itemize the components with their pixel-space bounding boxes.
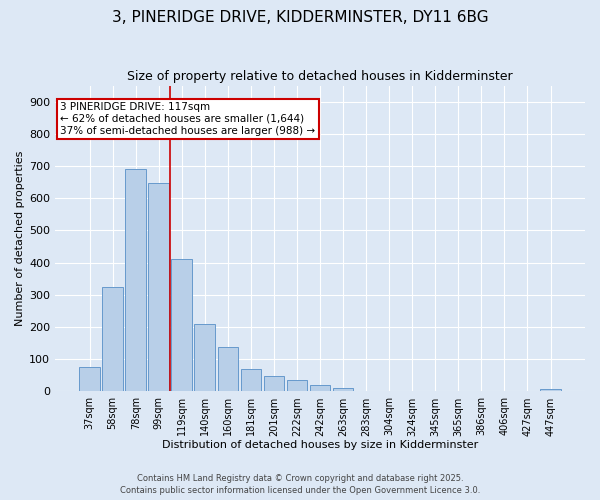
Text: 3 PINERIDGE DRIVE: 117sqm
← 62% of detached houses are smaller (1,644)
37% of se: 3 PINERIDGE DRIVE: 117sqm ← 62% of detac… (61, 102, 316, 136)
Bar (125, 170, 146, 392)
Bar (263, 376, 284, 392)
Bar (287, 380, 307, 392)
Bar (172, 259, 192, 392)
Title: Size of property relative to detached houses in Kidderminster: Size of property relative to detached ho… (127, 70, 513, 83)
Bar (194, 324, 215, 392)
Bar (540, 389, 561, 392)
Bar (241, 369, 262, 392)
Bar (79, 368, 100, 392)
Bar (102, 287, 123, 392)
Bar (333, 388, 353, 392)
Bar (218, 347, 238, 392)
Bar (310, 385, 331, 392)
Y-axis label: Number of detached properties: Number of detached properties (15, 151, 25, 326)
Bar (148, 183, 169, 392)
Text: Contains HM Land Registry data © Crown copyright and database right 2025.
Contai: Contains HM Land Registry data © Crown c… (120, 474, 480, 495)
Text: 3, PINERIDGE DRIVE, KIDDERMINSTER, DY11 6BG: 3, PINERIDGE DRIVE, KIDDERMINSTER, DY11 … (112, 10, 488, 25)
X-axis label: Distribution of detached houses by size in Kidderminster: Distribution of detached houses by size … (162, 440, 478, 450)
